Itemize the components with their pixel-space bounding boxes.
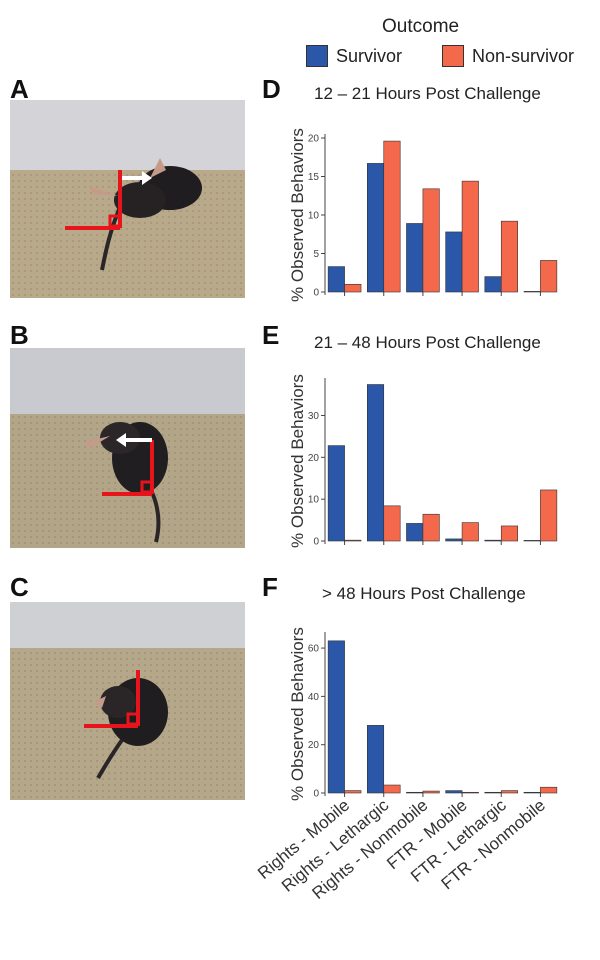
bar-d-survivor-2 <box>406 223 424 293</box>
bar-e-survivor-0 <box>327 445 345 542</box>
bar-e-survivor-3 <box>445 538 463 542</box>
y-tick-label-f-3: 60 <box>308 644 320 655</box>
legend-item-survivor: Survivor <box>306 44 402 68</box>
bar-e-non-survivor-2 <box>422 513 440 542</box>
chart-title-d: 12 – 21 Hours Post Challenge <box>314 84 541 103</box>
bar-f-survivor-3 <box>445 790 463 794</box>
y-tick-label-f-2: 40 <box>308 692 320 703</box>
panel-letter-f: F <box>262 572 278 602</box>
y-tick-label-f-1: 20 <box>308 740 320 751</box>
bar-d-non-survivor-2 <box>422 188 440 293</box>
bar-d-survivor-5 <box>523 291 541 293</box>
chart-title-f: > 48 Hours Post Challenge <box>322 584 526 603</box>
bar-d-non-survivor-4 <box>500 220 519 293</box>
photo-b <box>10 348 245 548</box>
category-label-3: FTR - Mobile <box>383 796 470 874</box>
bar-e-non-survivor-0 <box>344 539 362 542</box>
category-label-0: Rights - Mobile <box>254 796 353 883</box>
legend-label-survivor: Survivor <box>336 45 403 66</box>
panel-letter-d: D <box>262 74 281 104</box>
bar-e-survivor-5 <box>523 540 541 542</box>
red-right-angle-marker-a <box>65 170 122 230</box>
bar-f-non-survivor-1 <box>383 784 401 794</box>
photo-a-image <box>10 100 245 298</box>
mouse-a <box>88 158 202 271</box>
legend-title: Outcome <box>382 16 460 37</box>
bar-e-non-survivor-1 <box>383 505 401 542</box>
category-label-4: FTR - Lethargic <box>407 795 510 886</box>
bar-e-non-survivor-5 <box>540 489 558 542</box>
category-label-1: Rights - Lethargic <box>278 795 393 896</box>
legend-swatch-non-survivor <box>442 45 464 67</box>
bar-d-non-survivor-0 <box>344 283 362 293</box>
bar-f-non-survivor-0 <box>344 790 362 794</box>
photo-b-image <box>10 348 245 548</box>
bar-e-survivor-4 <box>484 539 502 542</box>
photo-c <box>10 602 245 800</box>
bar-f-survivor-0 <box>327 640 345 794</box>
bar-d-survivor-3 <box>445 231 463 293</box>
photo-c-image <box>10 602 245 800</box>
y-tick-label-e-3: 30 <box>308 411 320 422</box>
bar-f-survivor-4 <box>484 791 502 794</box>
bar-e-survivor-1 <box>366 384 385 542</box>
category-label-2: Rights - Nonmobile <box>309 796 432 903</box>
legend-item-non-survivor: Non-survivor <box>442 44 574 68</box>
panel-letter-b: B <box>10 320 29 350</box>
bar-f-non-survivor-2 <box>422 790 440 794</box>
y-axis-label-f: % Observed Behaviors <box>288 627 307 801</box>
bar-e-non-survivor-4 <box>500 525 519 542</box>
bar-d-survivor-4 <box>484 276 502 293</box>
bar-d-non-survivor-3 <box>461 180 479 293</box>
y-tick-label-e-1: 10 <box>308 495 320 506</box>
y-tick-label-d-1: 5 <box>313 249 319 260</box>
legend-swatch-survivor <box>306 45 328 67</box>
y-tick-label-e-0: 0 <box>313 537 319 548</box>
y-axis-label-d: % Observed Behaviors <box>288 128 307 302</box>
red-right-angle-marker-c <box>84 670 140 728</box>
photo-a <box>10 100 245 298</box>
bar-d-survivor-0 <box>327 266 345 293</box>
white-arrow-a <box>122 171 152 185</box>
bar-f-non-survivor-3 <box>461 791 479 794</box>
white-arrow-b <box>116 433 152 447</box>
bar-d-survivor-1 <box>366 163 385 293</box>
legend-label-non-survivor: Non-survivor <box>472 45 575 66</box>
bar-f-survivor-2 <box>406 791 424 794</box>
chart-title-e: 21 – 48 Hours Post Challenge <box>314 333 541 352</box>
bar-f-non-survivor-5 <box>540 786 558 794</box>
y-tick-label-d-0: 0 <box>313 288 319 299</box>
bar-d-non-survivor-1 <box>383 140 401 293</box>
panel-letter-e: E <box>262 320 280 350</box>
bar-d-non-survivor-5 <box>540 260 558 293</box>
red-right-angle-marker-b <box>102 440 154 496</box>
bar-e-non-survivor-3 <box>461 522 479 542</box>
y-tick-label-d-3: 15 <box>308 172 320 183</box>
y-tick-label-d-2: 10 <box>308 211 320 222</box>
category-label-5: FTR - Nonmobile <box>438 796 549 894</box>
bar-f-survivor-1 <box>366 725 385 794</box>
panel-letter-c: C <box>10 572 29 602</box>
panel-letter-a: A <box>10 74 29 104</box>
bar-e-survivor-2 <box>406 523 424 542</box>
y-tick-label-e-2: 20 <box>308 453 320 464</box>
y-tick-label-f-0: 0 <box>313 789 319 800</box>
bar-f-survivor-5 <box>523 791 541 794</box>
y-tick-label-d-4: 20 <box>308 134 320 145</box>
y-axis-label-e: % Observed Behaviors <box>288 374 307 548</box>
bar-f-non-survivor-4 <box>500 790 519 794</box>
